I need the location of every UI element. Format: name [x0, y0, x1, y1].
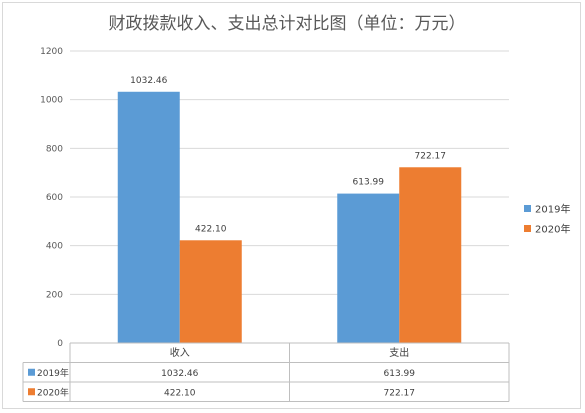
table-cell: 613.99 [384, 369, 416, 379]
data-table: 收入 支出 2019年 1032.46 613.99 2020年 422.10 722.17 [22, 342, 510, 402]
bar [399, 167, 462, 343]
table-cell: 1032.46 [161, 369, 198, 379]
bar [337, 193, 400, 343]
legend: 2019年 2020年 [524, 203, 570, 236]
y-tick-label: 1200 [40, 47, 63, 57]
legend-key [28, 388, 35, 396]
y-tick-label: 0 [57, 339, 63, 349]
legend-swatch [524, 225, 531, 232]
legend-key [28, 368, 35, 376]
y-axis-ticks: 0 200 400 600 800 1000 1200 [40, 47, 63, 349]
data-label: 1032.46 [130, 76, 167, 86]
series-name: 2019年 [37, 367, 69, 379]
chart-frame [2, 2, 581, 409]
legend-label: 2020年 [535, 223, 570, 236]
bar [179, 240, 242, 343]
legend-swatch [524, 205, 531, 212]
bars [117, 91, 462, 343]
y-tick-label: 800 [46, 144, 63, 154]
series-name: 2020年 [37, 386, 69, 398]
y-tick-label: 600 [46, 193, 63, 203]
category-label: 收入 [170, 346, 190, 359]
y-tick-label: 400 [46, 242, 63, 252]
table-cell: 422.10 [164, 388, 196, 398]
table-cell: 722.17 [384, 388, 416, 398]
category-label: 支出 [389, 346, 409, 359]
data-label: 722.17 [415, 151, 447, 161]
data-label: 422.10 [195, 224, 227, 234]
bar [117, 91, 180, 343]
data-labels: 1032.46 422.10 613.99 722.17 [130, 76, 446, 235]
data-label: 613.99 [353, 178, 385, 188]
y-tick-label: 1000 [40, 96, 63, 106]
legend-label: 2019年 [535, 203, 570, 216]
y-tick-label: 200 [46, 290, 63, 300]
chart-title: 财政拨款收入、支出总计对比图（单位：万元） [109, 14, 466, 34]
